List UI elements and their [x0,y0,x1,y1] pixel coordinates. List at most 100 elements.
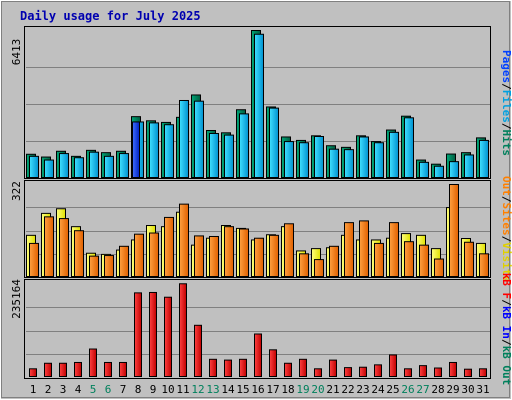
kb-f-bar [269,349,277,378]
kb-f-bar [419,365,427,377]
files-bar [224,134,234,178]
kb-f-bar [104,361,112,378]
kb-f-bar [374,364,382,377]
sites-bar [314,259,324,278]
legend-kb-out: kB Out [500,346,512,386]
files-bar [389,131,399,178]
top-legend: Pages/Files/Hits [500,50,512,156]
x-tick-label: 24 [371,383,385,396]
kb-f-bar [449,361,457,378]
sites-bar [299,253,309,278]
x-tick-label: 6 [105,383,112,396]
svg-text:kB F/kB In/kB Out: kB F/kB In/kB Out [500,273,512,386]
kb-f-bar [74,361,82,378]
sites-bar [224,226,234,278]
sites-bar [254,237,264,277]
files-bar [254,33,264,178]
x-tick-label: 9 [150,383,157,396]
files-bar [239,113,249,178]
files-bar [59,153,69,178]
files-bar [449,161,459,178]
x-tick-label: 4 [75,383,82,396]
sites-bar [359,220,369,278]
visits-sites-panel [24,180,491,278]
x-tick-label: 21 [326,383,339,396]
legend-hits: Hits [500,130,512,157]
legend-pages: Pages [500,50,512,83]
x-tick-label: 26 [401,383,414,396]
x-tick-label: 16 [251,383,264,396]
kb-f-bar [464,368,472,378]
sites-bar [269,234,279,277]
top-max-label: 6413 [10,39,23,66]
sites-bar [44,216,54,277]
kb-f-bar [299,358,307,378]
kb-f-bar [119,361,127,378]
sites-bar [59,218,69,278]
kb-f-bar [134,292,142,377]
files-bar [419,161,429,179]
files-bar [209,132,219,179]
x-tick-label: 30 [461,383,474,396]
x-tick-label: 31 [476,383,489,396]
files-bar [299,142,309,179]
x-tick-label: 1 [30,383,37,396]
kb-f-bar [254,333,262,377]
files-bar [44,159,54,179]
files-bar [329,148,339,178]
kb-f-bar [344,367,352,377]
files-bar [269,107,279,178]
sites-bar [29,242,39,277]
kb-f-bar [149,291,157,378]
kb-f-bar [404,368,412,377]
files-bar [149,122,159,178]
kb-f-bar [284,362,292,377]
sites-bar [119,245,129,277]
files-bar [104,155,114,178]
legend-sites: Sites [500,203,512,236]
pages-bar [132,121,140,179]
files-bar [74,157,84,178]
files-bar [314,135,324,178]
middle-max-label: 322 [10,181,23,201]
sites-bar [239,228,249,277]
kb-f-bar [59,362,67,377]
kb-f-bar [434,367,442,378]
files-bar [89,151,99,178]
kb-f-bar [314,368,322,377]
legend-kb-f: kB F [500,273,512,300]
x-tick-label: 15 [236,383,249,396]
files-bar [179,99,189,178]
x-tick-label: 27 [416,383,429,396]
sites-bar [149,232,159,278]
files-bar [434,165,444,179]
x-tick-label: 28 [431,383,444,396]
x-tick-label: 20 [311,383,324,396]
sites-bar [479,253,489,278]
sites-bar [74,230,84,277]
files-bar [164,124,174,178]
sites-bar [434,258,444,278]
hits-files-pages-panel [24,26,491,179]
x-axis-labels: 1 2 3 4 5 6 7 8 9 10 11 12 13 14 15 16 17 18 19 20 21 22 23 24 2… [30,383,490,396]
kb-f-bar [479,368,487,377]
x-tick-label: 23 [356,383,369,396]
sites-bar [419,244,429,278]
kb-f-bar [359,366,367,377]
x-tick-label: 7 [120,383,127,396]
x-tick-label: 10 [161,383,174,396]
kb-f-bar [29,368,37,377]
legend-visits: Visits [500,242,512,282]
x-tick-label: 2 [45,383,52,396]
svg-text:Pages/Files/Hits: Pages/Files/Hits [500,50,512,156]
files-bar [284,141,294,178]
chart-title: Daily usage for July 2025 [20,9,201,23]
bottom-legend: kB F/kB In/kB Out [500,273,512,386]
files-bar [119,153,129,178]
bottom-max-label: 235164 [10,279,23,319]
files-bar [194,100,204,178]
sites-bar [134,233,144,277]
x-tick-label: 14 [221,383,235,396]
kb-f-bar [224,359,232,377]
